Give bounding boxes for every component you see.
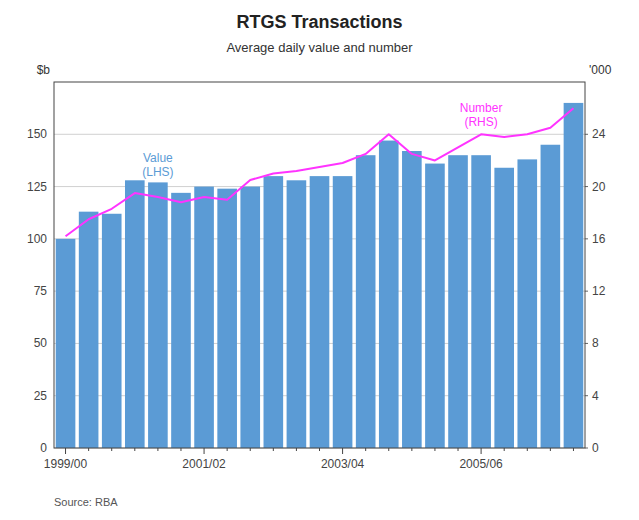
bar — [517, 159, 537, 448]
y-tick-label: 125 — [27, 180, 47, 194]
y-tick-label: 75 — [34, 284, 48, 298]
x-tick — [65, 448, 66, 454]
bar — [264, 176, 284, 448]
x-tick — [204, 448, 205, 454]
y-tick-label: 150 — [27, 127, 47, 141]
bar — [240, 187, 260, 448]
y-axis-label: $b — [37, 63, 51, 77]
bar — [287, 180, 307, 448]
x-tick — [527, 448, 528, 451]
y-tick-label: 100 — [27, 232, 47, 246]
bar — [125, 180, 145, 448]
y2-axis-label: '000 — [589, 63, 612, 77]
series-label: Value(LHS) — [142, 151, 173, 179]
x-tick — [434, 448, 435, 451]
bar — [564, 103, 584, 448]
x-tick — [411, 448, 412, 451]
y2-tick-label: 0 — [592, 441, 599, 455]
x-tick — [481, 448, 482, 454]
x-tick-label: 2001/02 — [182, 457, 226, 471]
x-tick — [342, 448, 343, 454]
y2-tick-label: 4 — [592, 389, 599, 403]
bar — [425, 164, 445, 448]
line — [66, 108, 574, 236]
x-tick-label: 1999/00 — [44, 457, 88, 471]
bar — [379, 141, 399, 448]
bar — [56, 239, 76, 448]
x-tick — [388, 448, 389, 451]
bar — [310, 176, 330, 448]
y2-tick-label: 8 — [592, 336, 599, 350]
x-tick — [296, 448, 297, 451]
x-tick — [573, 448, 574, 451]
bar — [102, 214, 122, 448]
x-tick — [319, 448, 320, 451]
bar — [402, 151, 422, 448]
series-label: Number(RHS) — [460, 101, 503, 129]
background — [0, 0, 639, 520]
x-tick — [458, 448, 459, 451]
bar — [448, 155, 468, 448]
subtitle: Average daily value and number — [226, 40, 413, 55]
x-tick — [111, 448, 112, 451]
x-tick-label: 2005/06 — [459, 457, 503, 471]
y-tick-label: 0 — [40, 441, 47, 455]
x-tick — [157, 448, 158, 451]
bar — [471, 155, 491, 448]
x-tick — [134, 448, 135, 451]
x-tick — [180, 448, 181, 451]
x-tick — [550, 448, 551, 451]
y-tick-label: 50 — [34, 336, 48, 350]
bar — [333, 176, 353, 448]
bar — [148, 182, 168, 448]
x-tick — [250, 448, 251, 451]
x-tick — [365, 448, 366, 451]
x-tick — [227, 448, 228, 451]
bar — [541, 145, 561, 448]
bar — [79, 212, 99, 448]
bar — [171, 193, 191, 448]
bar — [217, 189, 237, 448]
y2-tick-label: 20 — [592, 180, 606, 194]
source-note: Source: RBA — [54, 496, 118, 508]
x-tick — [88, 448, 89, 451]
plot-area — [56, 103, 584, 448]
y-tick-label: 25 — [34, 389, 48, 403]
bar — [494, 168, 514, 448]
y2-tick-label: 16 — [592, 232, 606, 246]
x-tick-label: 2003/04 — [321, 457, 365, 471]
y2-tick-label: 12 — [592, 284, 606, 298]
x-tick — [273, 448, 274, 451]
bar — [356, 155, 376, 448]
y2-tick-label: 24 — [592, 127, 606, 141]
grid-line — [54, 134, 585, 135]
chart: RTGS Transactions Average daily value and… — [0, 0, 639, 520]
x-tick — [504, 448, 505, 451]
plot-frame — [54, 82, 585, 448]
title: RTGS Transactions — [236, 12, 402, 32]
bar — [194, 187, 214, 448]
